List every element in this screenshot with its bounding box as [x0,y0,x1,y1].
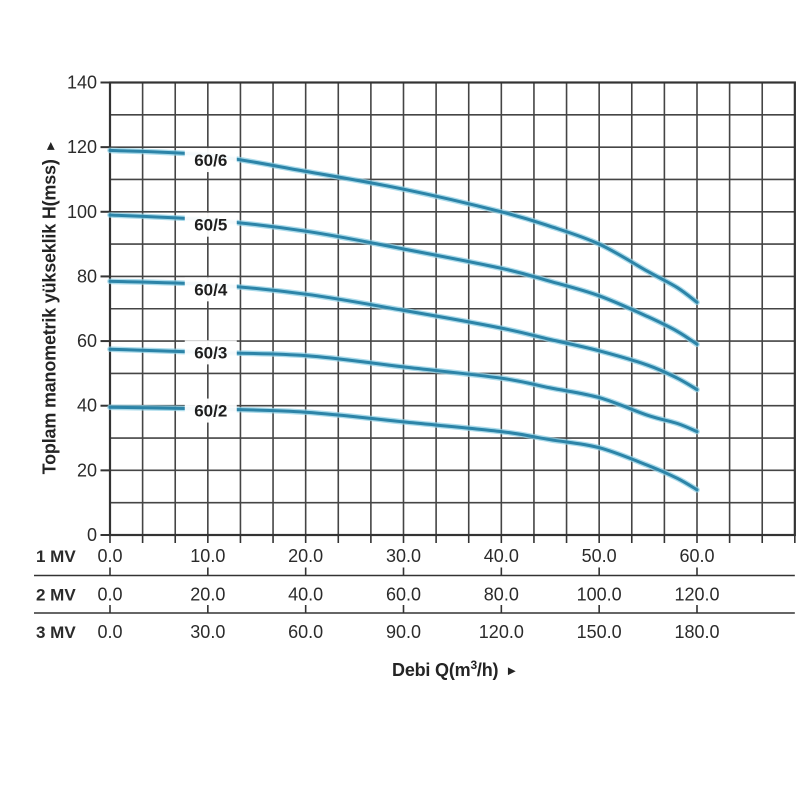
curve-label-60/6: 60/6 [194,151,227,170]
curve-label-bg-60/6 [184,148,237,173]
x-scale-tick-label: 60.0 [386,585,421,605]
curve-label-bg-60/3 [184,340,237,365]
curve-label-bg-60/5 [184,212,237,237]
x-scale-tick-label: 90.0 [386,622,421,642]
y-tick-label: 0 [87,525,97,545]
x-scale-tick-label: 100.0 [577,585,622,605]
y-axis-title-text: Toplam manometrik yükseklik H(mss) [39,159,60,475]
x-scale-tick-label: 120.0 [674,585,719,605]
x-scale-tick-label: 20.0 [288,546,323,566]
curve-label-60/4: 60/4 [194,280,228,299]
curve-label-bg-60/2 [184,398,237,423]
x-scale-tick-label: 60.0 [288,622,323,642]
y-tick-label: 80 [77,266,97,286]
curves [107,147,700,493]
x-scale-tick-label: 0.0 [97,546,122,566]
x-scale-row-2-mv: 2 MV 0.0 20.0 40.0 60.0 80.0 100.0 120.0 [34,585,795,614]
y-tick-label: 120 [67,137,97,157]
x-scale-tick-label: 40.0 [288,585,323,605]
y-tick-label: 20 [77,460,97,480]
x-scale-tick-label: 40.0 [484,546,519,566]
x-axis-title-superscript: 3 [470,658,477,672]
y-axis-arrow-icon: ► [42,139,58,153]
x-axis-arrow-icon: ► [505,663,518,678]
x-scale-tick-label: 50.0 [582,546,617,566]
x-scale-tick-label: 30.0 [190,622,225,642]
x-scale-tick-label: 150.0 [577,622,622,642]
x-scale-tick-label: 30.0 [386,546,421,566]
curve-60/3 [108,347,699,434]
curve-label-60/3: 60/3 [194,343,227,362]
x-scale-row-3-mv: 3 MV 0.0 30.0 60.0 90.0 120.0 150.0 180.0 [36,622,720,642]
x-scale-tick-label: 10.0 [190,546,225,566]
x-scale-row-label: 1 MV [36,547,76,566]
y-tick-label: 60 [77,331,97,351]
x-scale-tick-label: 80.0 [484,585,519,605]
x-scale-rows: 1 MV 0.0 10.0 20.0 30.0 40.0 50.0 60.0 2 MV 0.0 20… [34,546,795,642]
curve-label-60/2: 60/2 [194,402,227,421]
x-scale-tick-label: 0.0 [97,622,122,642]
y-axis-title: Toplam manometrik yükseklik H(mss) ► [40,140,61,475]
y-tick-label: 140 [67,73,97,93]
x-scale-tick-label: 60.0 [679,546,714,566]
x-axis-title-suffix: /h) [476,660,499,680]
x-scale-tick-label: 120.0 [479,622,524,642]
curve-60/2 [108,405,699,492]
x-scale-row-label: 3 MV [36,623,76,642]
y-tick-label: 100 [67,202,97,222]
x-axis-title-prefix: Debi Q(m [392,660,471,680]
x-scale-tick-label: 20.0 [190,585,225,605]
x-scale-row-label: 2 MV [36,586,76,605]
x-axis-ticks [109,535,796,543]
x-axis-title: Debi Q(m3/h) ► [392,658,518,681]
curve-label-bg-60/4 [184,277,237,302]
curve-60/4 [108,279,699,392]
curve-labels: 60/6 60/5 60/4 60/3 60/2 [184,148,237,423]
y-axis: 0 20 40 60 80 100 120 140 [67,73,110,545]
y-tick-label: 40 [77,396,97,416]
curve-60/6 [108,148,699,304]
curve-60/5 [108,213,699,346]
plot-border [108,81,796,537]
x-scale-row-1-mv: 1 MV 0.0 10.0 20.0 30.0 40.0 50.0 60.0 [34,546,795,577]
curve-label-60/5: 60/5 [194,216,227,235]
x-scale-tick-label: 180.0 [674,622,719,642]
x-scale-tick-label: 0.0 [97,585,122,605]
